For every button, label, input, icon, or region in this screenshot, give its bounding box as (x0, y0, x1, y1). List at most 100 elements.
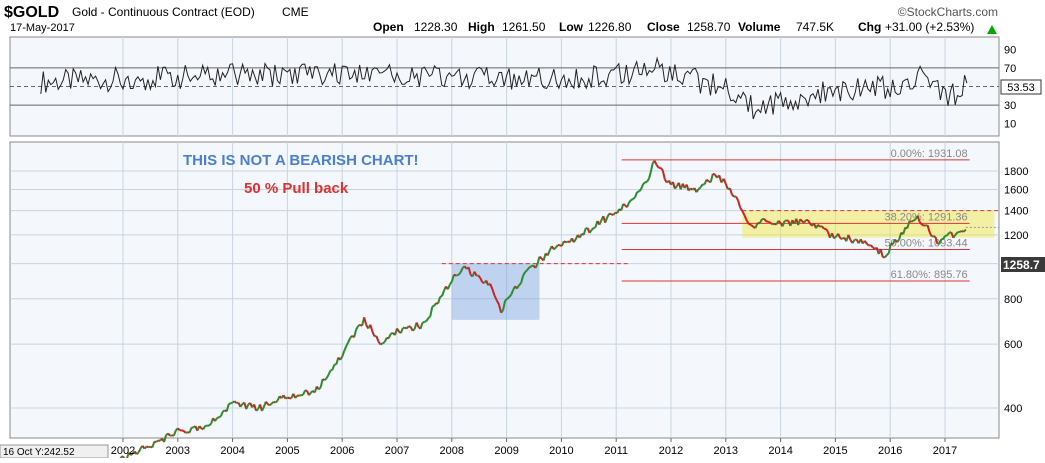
price-y-tick-label: 600 (1004, 339, 1022, 351)
price-segment (256, 409, 258, 410)
last-price-label: 1258.7 (1003, 258, 1040, 272)
price-segment (505, 299, 507, 300)
chg-value: +31.00 (+2.53%) (885, 20, 974, 34)
fib-level-label: 61.80%: 895.76 (891, 269, 968, 281)
price-segment (509, 295, 511, 297)
price-segment (519, 283, 521, 285)
x-tick-label: 2009 (494, 445, 518, 457)
x-tick-label: 2013 (714, 445, 738, 457)
price-segment (272, 402, 274, 404)
x-tick-label: 2002 (111, 445, 135, 457)
price-segment (456, 275, 458, 276)
price-segment (707, 180, 709, 182)
fib-level-label: 38.20%: 1291.36 (884, 211, 967, 223)
price-segment (409, 326, 411, 327)
price-segment (768, 222, 770, 223)
date-label: 17-May-2017 (10, 22, 75, 34)
price-segment (276, 401, 278, 403)
x-tick-label: 2014 (768, 445, 792, 457)
rsi-y-tick-label: 30 (1004, 100, 1016, 112)
price-y-tick-label: 400 (1004, 403, 1022, 415)
subhead-annotation: 50 % Pull back (244, 180, 349, 197)
rsi-y-tick-label: 70 (1004, 63, 1016, 75)
price-segment (235, 401, 237, 403)
rsi-last-value: 53.53 (1007, 82, 1035, 94)
price-segment (529, 266, 531, 267)
chg-label: Chg (858, 20, 881, 34)
price-segment (422, 322, 424, 323)
price-segment (428, 316, 430, 318)
price-segment (631, 199, 633, 200)
close-label: Close (647, 20, 680, 34)
price-segment (217, 417, 219, 418)
price-segment (270, 403, 272, 405)
x-tick-label: 2011 (604, 445, 628, 457)
price-segment (643, 182, 645, 184)
x-tick-label: 2003 (166, 445, 190, 457)
price-segment (749, 224, 751, 225)
crosshair-readout: 16 Oct Y:242.52 (3, 447, 75, 458)
low-value: 1226.80 (588, 20, 632, 34)
price-segment (285, 398, 287, 399)
volume-value: 747.5K (796, 20, 834, 34)
x-tick-label: 2015 (823, 445, 847, 457)
price-segment (432, 306, 434, 307)
price-segment (383, 342, 385, 343)
fib-level-label: 50.00%: 1093.44 (884, 238, 967, 250)
close-value: 1258.70 (687, 20, 731, 34)
x-tick-label: 2007 (385, 445, 409, 457)
price-segment (770, 223, 772, 224)
price-segment (554, 247, 556, 249)
price-segment (592, 228, 594, 230)
price-segment (751, 225, 753, 227)
low-label: Low (559, 20, 584, 34)
price-segment (593, 227, 595, 228)
price-segment (229, 403, 231, 404)
price-segment (330, 370, 332, 371)
price-segment (319, 387, 321, 389)
price-segment (381, 343, 383, 344)
price-segment (922, 224, 924, 225)
rsi-y-tick-label: 10 (1004, 119, 1016, 131)
price-segment (645, 182, 647, 183)
price-segment (184, 431, 186, 433)
price-segment (911, 221, 913, 222)
rsi-panel: 9070503010 53.53 (10, 37, 1041, 136)
price-segment (287, 398, 289, 399)
price-segment (539, 257, 541, 259)
price-segment (424, 321, 426, 322)
x-tick-label: 2008 (440, 445, 464, 457)
price-segment (199, 426, 201, 428)
volume-label: Volume (738, 20, 781, 34)
high-label: High (468, 20, 495, 34)
price-segment (231, 403, 233, 404)
price-segment (698, 187, 700, 189)
symbol-label: $GOLD (4, 4, 59, 21)
x-tick-label: 2004 (220, 445, 244, 457)
price-segment (219, 416, 221, 417)
price-segment (454, 275, 456, 276)
price-y-tick-label: 1400 (1004, 206, 1028, 218)
price-segment (186, 432, 188, 433)
price-segment (325, 378, 327, 380)
rsi-y-tick-label: 90 (1004, 44, 1016, 56)
price-segment (785, 220, 787, 221)
price-segment (566, 241, 568, 242)
price-y-tick-label: 1800 (1004, 166, 1028, 178)
price-y-tick-label: 1200 (1004, 230, 1028, 242)
price-y-tick-label: 800 (1004, 294, 1022, 306)
price-segment (182, 430, 184, 431)
chart-title: Gold - Continuous Contract (EOD) (72, 5, 255, 19)
price-segment (637, 191, 639, 192)
x-tick-label: 2012 (659, 445, 683, 457)
x-tick-label: 2010 (549, 445, 573, 457)
price-segment (137, 452, 139, 454)
open-value: 1228.30 (414, 20, 458, 34)
x-tick-label: 2016 (878, 445, 902, 457)
headline-annotation: THIS IS NOT A BEARISH CHART! (183, 152, 419, 169)
price-y-tick-label: 1600 (1004, 185, 1028, 197)
price-segment (834, 237, 836, 239)
